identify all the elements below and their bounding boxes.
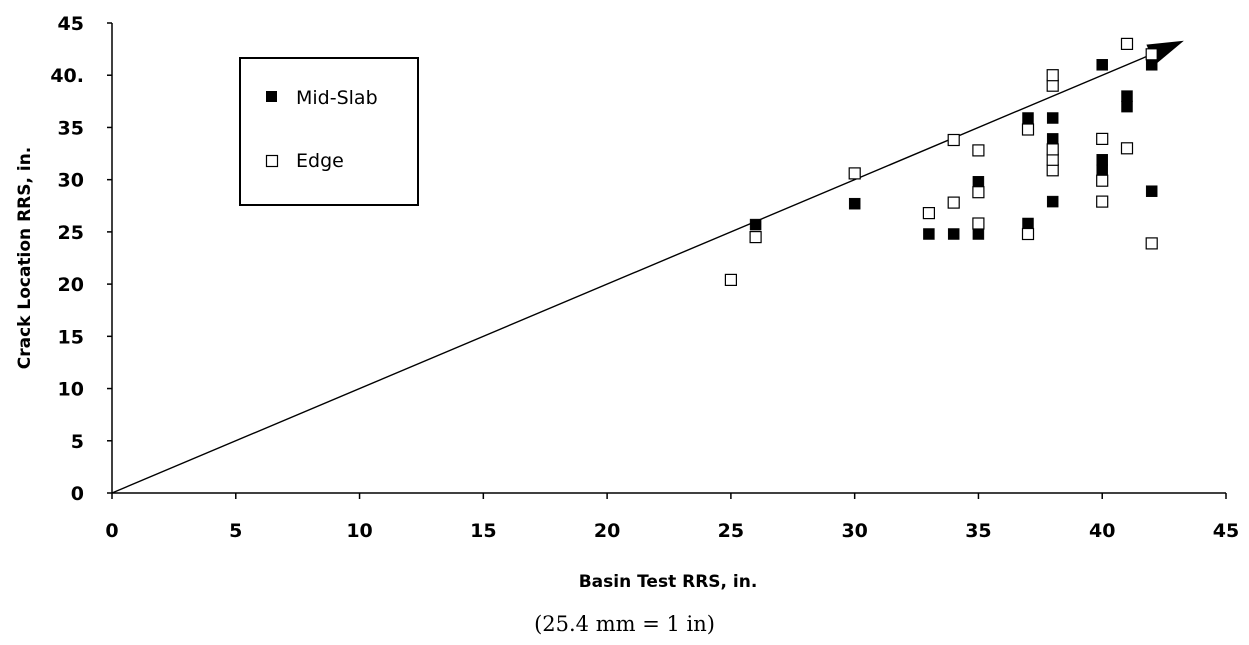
mid-slab-point (1046, 112, 1059, 124)
x-tick-label: 30 (841, 520, 867, 542)
data-points (724, 37, 1158, 286)
y-tick-label: 5 (71, 431, 84, 453)
legend-label-mid-slab: Mid-Slab (296, 87, 378, 109)
mid-slab-point (972, 176, 985, 188)
x-tick-label: 20 (594, 520, 620, 542)
mid-slab-point (1096, 59, 1108, 71)
legend-box (239, 57, 419, 206)
edge-point (972, 186, 985, 199)
edge-point (1096, 195, 1109, 208)
legend-marker-mid-slab (266, 91, 277, 102)
edge-point (947, 196, 960, 209)
x-tick-label: 35 (965, 520, 991, 542)
mid-slab-point (1145, 185, 1158, 197)
x-tick-label: 40 (1089, 520, 1115, 542)
edge-point (724, 273, 738, 286)
mid-slab-point (923, 228, 935, 240)
edge-point (1021, 227, 1035, 241)
y-tick-label: 45 (58, 13, 84, 35)
axes (111, 23, 1226, 494)
y-tick-label: 30 (58, 170, 84, 192)
x-tick-label: 0 (105, 520, 118, 542)
x-tick-label: 45 (1213, 520, 1239, 542)
diagonal-reference-line (111, 54, 1151, 494)
mid-slab-point (1145, 59, 1158, 71)
x-tick-label: 5 (229, 520, 242, 542)
edge-point (972, 217, 985, 230)
edge-point (1046, 79, 1059, 92)
mid-slab-point (1022, 217, 1034, 230)
edge-point (1046, 153, 1059, 166)
x-tick-label: 15 (470, 520, 496, 542)
y-tick-label: 25 (58, 222, 84, 244)
x-tick-label: 25 (718, 520, 744, 542)
edge-point (1145, 237, 1158, 250)
y-tick-label: 15 (58, 326, 84, 348)
edge-point (1046, 164, 1059, 177)
edge-point (749, 231, 762, 244)
y-tick-label: 40. (50, 65, 84, 87)
edge-point (1021, 123, 1035, 136)
legend-marker-edge (265, 154, 279, 168)
edge-point (1145, 48, 1158, 61)
mid-slab-point (1121, 100, 1133, 113)
mid-slab-point (1046, 133, 1059, 145)
mid-slab-point (1121, 90, 1133, 102)
y-tick-label: 35 (58, 117, 84, 139)
mid-slab-point (1022, 112, 1034, 124)
x-tick-label: 10 (346, 520, 372, 542)
edge-point (947, 133, 960, 147)
y-tick-label: 0 (71, 483, 84, 505)
edge-point (1046, 143, 1059, 156)
edge-point (1046, 69, 1059, 82)
edge-point (848, 167, 861, 180)
edge-point (1120, 142, 1134, 155)
edge-point (922, 207, 936, 220)
mid-slab-point (947, 228, 960, 240)
y-tick-label: 20 (58, 274, 84, 296)
edge-point (1096, 174, 1109, 187)
mid-slab-point (1046, 195, 1059, 208)
y-tick-label: 10 (58, 379, 84, 401)
axis-ticks: 0 5 10 15 20 25 30 35 40 45 0 5 10 15 20 25 30 35 40. 45 (50, 13, 1239, 542)
legend: Mid-Slab Edge (239, 57, 419, 206)
x-axis-title: Basin Test RRS, in. (579, 572, 758, 592)
mid-slab-point (1096, 164, 1108, 177)
edge-point (972, 144, 985, 157)
edge-point (1096, 132, 1109, 145)
y-axis-title: Crack Location RRS, in. (15, 147, 35, 370)
legend-label-edge: Edge (296, 150, 344, 172)
mid-slab-point (749, 218, 762, 231)
mid-slab-point (848, 197, 861, 210)
unit-conversion-note: (25.4 mm = 1 in) (534, 612, 715, 636)
mid-slab-point (972, 228, 985, 240)
mid-slab-point (1096, 154, 1108, 166)
edge-point (1120, 37, 1134, 51)
